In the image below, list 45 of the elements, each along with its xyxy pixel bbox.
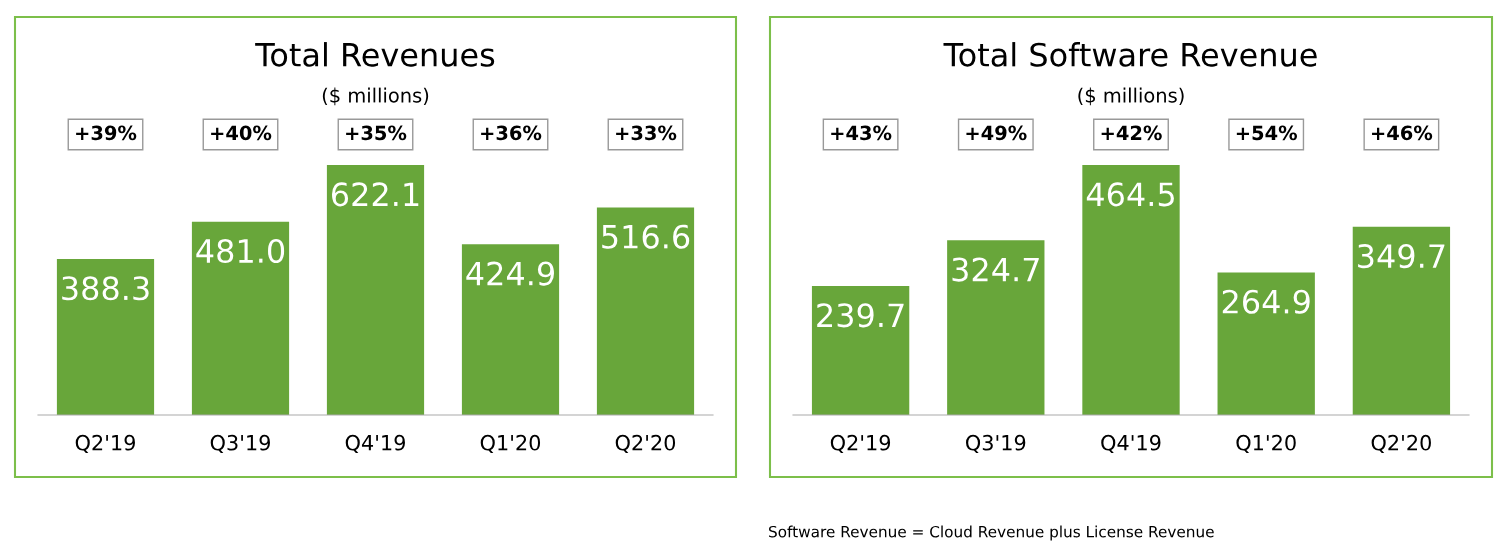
chart-subtitle: ($ millions) (1078, 87, 1184, 106)
chart-title: Total Software Revenue (943, 42, 1317, 67)
text: +54% (1236, 125, 1297, 141)
bar (596, 207, 695, 415)
data-label: 324.7 (952, 257, 1039, 282)
text: +35% (346, 125, 407, 141)
x-tick-label: Q4'19 (345, 434, 405, 453)
bar (1082, 165, 1180, 415)
bar (947, 240, 1045, 415)
bar (1217, 272, 1315, 415)
chart-title: Total Revenues (255, 42, 495, 67)
data-label: 388.3 (62, 276, 149, 301)
data-label: 264.9 (1222, 289, 1310, 314)
data-label: 516.6 (602, 224, 690, 249)
x-tick-label: Q4'19 (1101, 434, 1161, 453)
data-label: 239.7 (817, 303, 904, 328)
x-tick-label: Q1'20 (1236, 434, 1296, 453)
data-label: 622.1 (332, 182, 419, 207)
bar (56, 258, 155, 415)
x-tick-label: Q2'20 (615, 434, 676, 453)
data-label: 464.5 (1086, 182, 1174, 207)
bar (191, 221, 290, 415)
x-tick-label: Q3'19 (210, 434, 270, 453)
text: +33% (616, 125, 677, 141)
bar (461, 244, 560, 415)
text: +43% (831, 125, 892, 141)
x-tick-label: Q2'19 (830, 434, 891, 453)
text: +46% (1372, 125, 1433, 141)
data-label: 349.7 (1358, 244, 1445, 269)
bar (811, 285, 910, 415)
text: +49% (966, 125, 1027, 141)
bar (326, 165, 425, 415)
text: Software Revenue = Cloud Revenue plus License Revenue (769, 525, 1214, 541)
text: +42% (1101, 125, 1162, 141)
x-tick-label: Q1'20 (480, 434, 541, 453)
text: +36% (481, 125, 542, 141)
x-tick-label: Q3'19 (966, 434, 1026, 453)
data-label: 424.9 (466, 261, 554, 286)
bar (1352, 226, 1451, 415)
data-label: 481.0 (196, 238, 285, 264)
chart-subtitle: ($ millions) (322, 87, 429, 106)
x-tick-label: Q2'20 (1371, 434, 1431, 453)
text: +39% (76, 125, 137, 141)
x-tick-label: Q2'19 (75, 434, 135, 453)
text: +40% (211, 125, 272, 141)
